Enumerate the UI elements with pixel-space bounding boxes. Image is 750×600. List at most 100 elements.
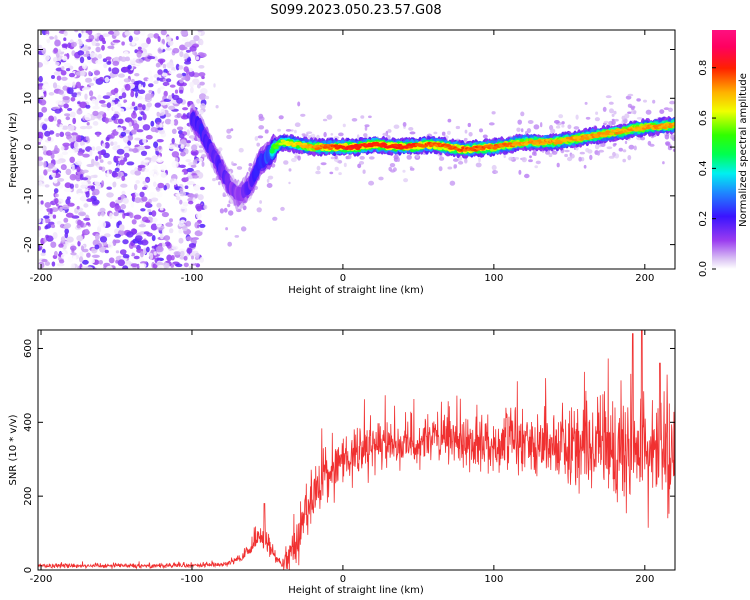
noise-blob — [93, 188, 100, 196]
noise-blob — [108, 257, 115, 264]
noise-blob — [149, 170, 155, 176]
halo-blob — [347, 154, 352, 160]
noise-blob — [79, 256, 84, 263]
noise-blob — [80, 78, 86, 83]
noise-blob — [104, 142, 110, 149]
noise-blob — [38, 244, 41, 251]
halo-blob — [636, 117, 643, 120]
noise-blob — [156, 139, 164, 143]
halo-blob — [550, 128, 556, 134]
noise-blob — [38, 230, 41, 238]
noise-blob — [74, 183, 79, 189]
ridge-blob — [537, 139, 543, 143]
noise-blob — [89, 52, 96, 59]
noise-blob — [69, 173, 77, 181]
noise-blob — [69, 156, 75, 163]
halo-blob — [584, 101, 588, 105]
noise-blob — [112, 239, 117, 247]
noise-blob — [189, 81, 195, 88]
noise-blob — [91, 259, 95, 264]
noise-blob — [72, 81, 76, 88]
noise-blob — [117, 73, 125, 78]
y-tick-label: 0 — [23, 567, 34, 573]
noise-blob — [99, 207, 106, 213]
halo-blob — [464, 137, 468, 141]
halo-blob — [598, 149, 605, 153]
noise-blob — [76, 108, 83, 115]
noise-blob — [176, 97, 183, 104]
halo-blob — [564, 153, 568, 158]
halo-blob — [326, 114, 333, 120]
halo-blob — [595, 111, 599, 115]
noise-blob — [42, 83, 50, 91]
halo-blob — [594, 144, 600, 150]
noise-blob — [83, 217, 91, 221]
noise-blob — [70, 111, 76, 118]
noise-blob — [138, 83, 142, 91]
noise-blob — [137, 116, 143, 121]
colorbar-gradient — [712, 30, 736, 269]
noise-blob — [75, 81, 82, 89]
noise-blob — [95, 59, 103, 65]
noise-blob — [67, 124, 75, 132]
halo-blob — [334, 155, 338, 160]
halo-blob — [555, 125, 561, 129]
halo-blob — [458, 161, 464, 165]
noise-blob — [112, 60, 120, 66]
noise-blob — [109, 138, 114, 143]
noise-blob — [151, 210, 157, 217]
noise-blob — [156, 77, 160, 81]
noise-blob — [175, 36, 179, 40]
noise-blob — [121, 175, 126, 181]
noise-blob — [82, 32, 89, 38]
halo-blob — [447, 118, 452, 123]
halo-blob — [228, 210, 234, 216]
noise-blob — [67, 87, 74, 95]
noise-blob — [197, 83, 201, 89]
halo-blob — [561, 124, 565, 128]
halo-blob — [368, 156, 375, 160]
halo-blob — [608, 101, 614, 105]
noise-blob — [89, 90, 94, 97]
halo-blob — [624, 140, 628, 145]
ridge-blob — [273, 146, 279, 150]
noise-blob — [69, 183, 74, 189]
noise-blob — [156, 202, 162, 208]
noise-blob — [131, 219, 137, 225]
noise-blob — [70, 263, 76, 269]
noise-blob — [66, 68, 71, 72]
noise-blob — [88, 82, 95, 86]
noise-blob — [61, 165, 66, 170]
halo-blob — [392, 167, 397, 172]
noise-blob — [169, 228, 174, 234]
halo-blob — [316, 165, 321, 171]
noise-blob — [65, 212, 74, 218]
noise-blob — [101, 44, 105, 51]
halo-blob — [441, 131, 446, 136]
noise-blob — [70, 245, 77, 251]
noise-blob — [198, 72, 206, 77]
noise-blob — [42, 218, 46, 226]
noise-blob — [91, 146, 96, 152]
noise-blob — [158, 129, 166, 135]
noise-blob — [128, 121, 132, 128]
ridge-blob — [393, 143, 399, 147]
noise-blob — [62, 96, 70, 101]
noise-blob — [153, 173, 158, 180]
noise-blob — [98, 166, 103, 170]
noise-blob — [178, 164, 186, 168]
noise-blob — [98, 224, 102, 228]
noise-blob — [155, 62, 161, 68]
halo-blob — [640, 136, 646, 141]
noise-blob — [48, 213, 55, 220]
noise-blob — [149, 252, 154, 260]
noise-blob — [97, 220, 102, 225]
noise-blob — [103, 152, 110, 158]
noise-blob — [147, 78, 154, 82]
noise-blob — [45, 234, 49, 239]
noise-blob — [113, 30, 120, 37]
noise-blob — [54, 39, 61, 47]
noise-blob — [54, 198, 59, 204]
noise-blob — [49, 208, 53, 215]
halo-blob — [518, 169, 522, 175]
